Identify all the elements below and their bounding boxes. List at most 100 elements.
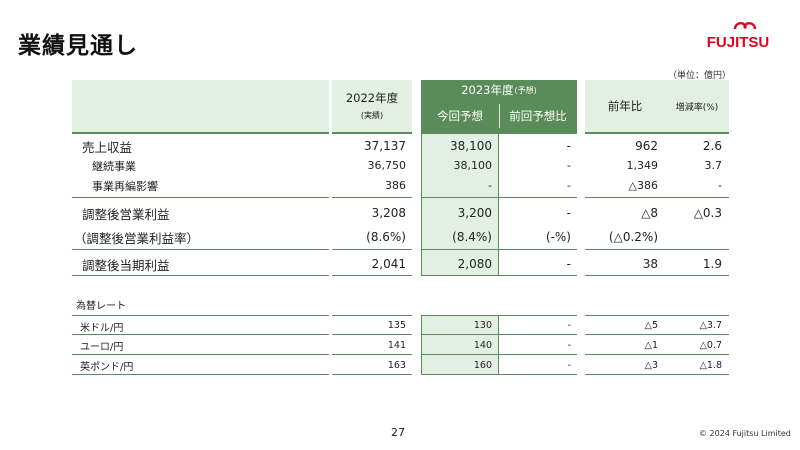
row-label-revenue: 売上収益 [82,140,133,155]
rule [421,249,577,250]
fx-cell-yoy: △3 [644,360,658,371]
header-vs-previous: 前回予想比 [499,100,577,132]
header-fy2023-sub: (予想) [514,85,537,95]
header-bg-label [72,80,329,132]
unit-note: （単位：億円） [668,71,732,81]
cell-yoy: 1,349 [626,159,659,172]
fx-forecast-left-border [421,316,422,374]
fx-cell-yoy: △5 [644,320,658,331]
cell-vs-prev: - [566,139,571,153]
header-fy2023-label: 2023年度 [461,83,514,97]
header-yoy-rate: 増減率(%) [675,103,719,113]
copyright: © 2024 Fujitsu Limited [699,429,791,438]
row-label-adjusted-op-profit: 調整後営業利益 [82,207,170,222]
header-yoy: 前年比 [607,99,643,113]
cell-yoy: 38 [642,257,658,271]
rule [72,197,329,198]
cell-forecast: - [488,179,492,192]
forecast-column-bg [421,132,499,276]
fx-label-gbp: 英ポンド/円 [80,362,134,373]
fx-cell-fy2022: 163 [387,360,406,371]
cell-forecast: 38,100 [450,139,492,153]
fx-cell-forecast: 140 [473,340,492,351]
cell-rate: 1.9 [702,257,722,271]
fx-cell-fy2022: 135 [387,320,406,331]
header-fy2023: 2023年度 (予想) [421,80,577,100]
rule [421,197,577,198]
rule [421,275,577,276]
rule [72,374,329,375]
rule [421,354,577,355]
header-bg-2022 [332,80,412,132]
logo-text: FUJITSU [707,34,770,50]
rule [332,197,412,198]
cell-fy2022: 2,041 [371,257,406,271]
rule [585,354,729,355]
fx-label-eur: ユーロ/円 [80,342,124,353]
fx-cell-vs-prev: - [567,340,571,351]
cell-forecast: 3,200 [457,206,492,220]
cell-fy2022: (8.6%) [366,230,406,244]
row-label-adjusted-op-margin: （調整後営業利益率） [74,231,200,246]
page-number: 27 [391,426,405,439]
cell-rate: 2.6 [702,139,722,153]
rule [585,132,729,134]
cell-vs-prev: - [566,257,571,271]
cell-rate: △0.3 [693,206,722,220]
rule [585,334,729,335]
rule [72,334,329,335]
row-label-continuing: 継続事業 [92,160,136,173]
fx-cell-forecast: 160 [473,360,492,371]
fx-cell-fy2022: 141 [387,340,406,351]
forecast-right-border [498,132,499,276]
rule [585,315,729,316]
cell-rate: - [718,179,722,192]
cell-vs-prev: - [567,159,571,172]
header-current-forecast: 今回予想 [421,100,499,132]
header-fy2022-sub: (実績) [360,111,384,120]
header-fy2022: 2022年度 [345,91,399,105]
cell-fy2022: 37,137 [364,139,406,153]
rule [332,275,412,276]
rule [421,334,577,335]
rule [332,249,412,250]
cell-fy2022: 36,750 [367,159,407,172]
rule [332,315,412,316]
fx-cell-rate: △1.8 [699,360,722,371]
rule [585,197,729,198]
rule [72,249,329,250]
rule [332,354,412,355]
fx-cell-rate: △0.7 [699,340,722,351]
header-bg-yoy [585,80,729,132]
rule [332,374,412,375]
fx-forecast-right-border [498,316,499,374]
fx-cell-rate: △3.7 [699,320,722,331]
cell-yoy: △386 [628,179,658,192]
cell-forecast: (8.4%) [452,230,492,244]
fx-cell-vs-prev: - [567,360,571,371]
cell-forecast: 38,100 [453,159,493,172]
row-label-restructuring: 事業再編影響 [92,180,158,193]
fx-forecast-column-bg [421,316,499,374]
rule [421,132,577,134]
row-label-adjusted-net-income: 調整後当期利益 [82,258,170,273]
rule [585,249,729,250]
rule [332,334,412,335]
fx-cell-yoy: △1 [644,340,658,351]
fujitsu-logo: FUJITSU [707,21,770,50]
fx-cell-forecast: 130 [473,320,492,331]
page-title: 業績見通し [18,33,138,59]
rule [72,275,329,276]
cell-vs-prev: - [567,179,571,192]
fx-label-usd: 米ドル/円 [80,323,124,334]
fx-section-title: 為替レート [76,301,126,312]
rule [72,315,329,316]
cell-yoy: (△0.2%) [608,230,658,244]
cell-fy2022: 3,208 [371,206,406,220]
rule [421,374,577,375]
fx-cell-vs-prev: - [567,320,571,331]
cell-rate: 3.7 [704,159,723,172]
header-divider [499,104,500,128]
rule [72,132,329,134]
cell-yoy: 962 [635,139,658,153]
